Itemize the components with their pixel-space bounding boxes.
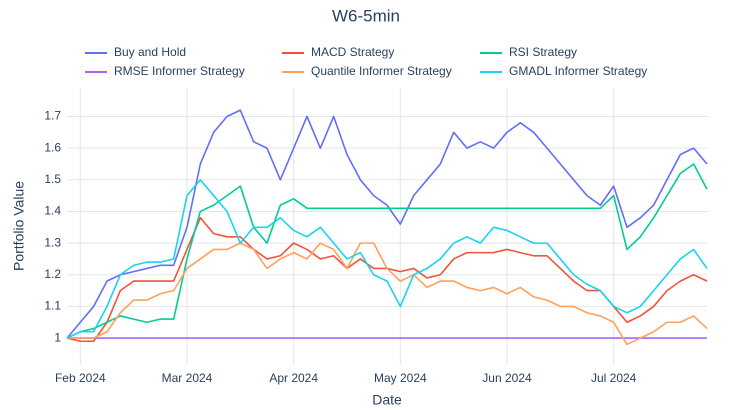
legend-label: MACD Strategy bbox=[311, 45, 394, 59]
y-tick-label: 1.4 bbox=[44, 204, 61, 218]
series-line bbox=[67, 242, 708, 346]
x-tick-label: Apr 2024 bbox=[269, 371, 318, 385]
chart-title: W6-5min bbox=[332, 6, 400, 25]
plot-lines bbox=[66, 109, 708, 346]
legend-label: RMSE Informer Strategy bbox=[114, 64, 245, 78]
y-axis-title: Portfolio Value bbox=[11, 181, 27, 271]
series-line bbox=[66, 109, 708, 339]
x-tick-label: Jul 2024 bbox=[591, 371, 637, 385]
x-tick-label: Jun 2024 bbox=[482, 371, 532, 385]
legend-label: RSI Strategy bbox=[509, 45, 577, 59]
y-tick-label: 1.7 bbox=[44, 109, 61, 123]
y-tick-label: 1.3 bbox=[44, 235, 61, 249]
legend-label: Buy and Hold bbox=[114, 45, 186, 59]
x-tick-label: Mar 2024 bbox=[162, 371, 213, 385]
y-tick-label: 1.6 bbox=[44, 140, 61, 154]
y-tick-label: 1.5 bbox=[44, 172, 61, 186]
grid: 1 1.1 1.2 1.3 1.4 1.5 1.6 1.7 Feb 2024 Mar 2024 Ap… bbox=[44, 88, 707, 385]
series-line bbox=[66, 163, 708, 339]
x-tick-label: May 2024 bbox=[374, 371, 427, 385]
legend-label: GMADL Informer Strategy bbox=[509, 64, 647, 78]
y-tick-label: 1.1 bbox=[44, 299, 61, 313]
legend: Buy and Hold MACD Strategy RSI Strategy RMS… bbox=[85, 45, 647, 78]
x-axis-title: Date bbox=[372, 392, 402, 408]
y-tick-label: 1 bbox=[54, 330, 61, 344]
y-tick-label: 1.2 bbox=[44, 267, 61, 281]
series-line bbox=[66, 179, 708, 339]
x-tick-label: Feb 2024 bbox=[55, 371, 106, 385]
legend-label: Quantile Informer Strategy bbox=[311, 64, 452, 78]
